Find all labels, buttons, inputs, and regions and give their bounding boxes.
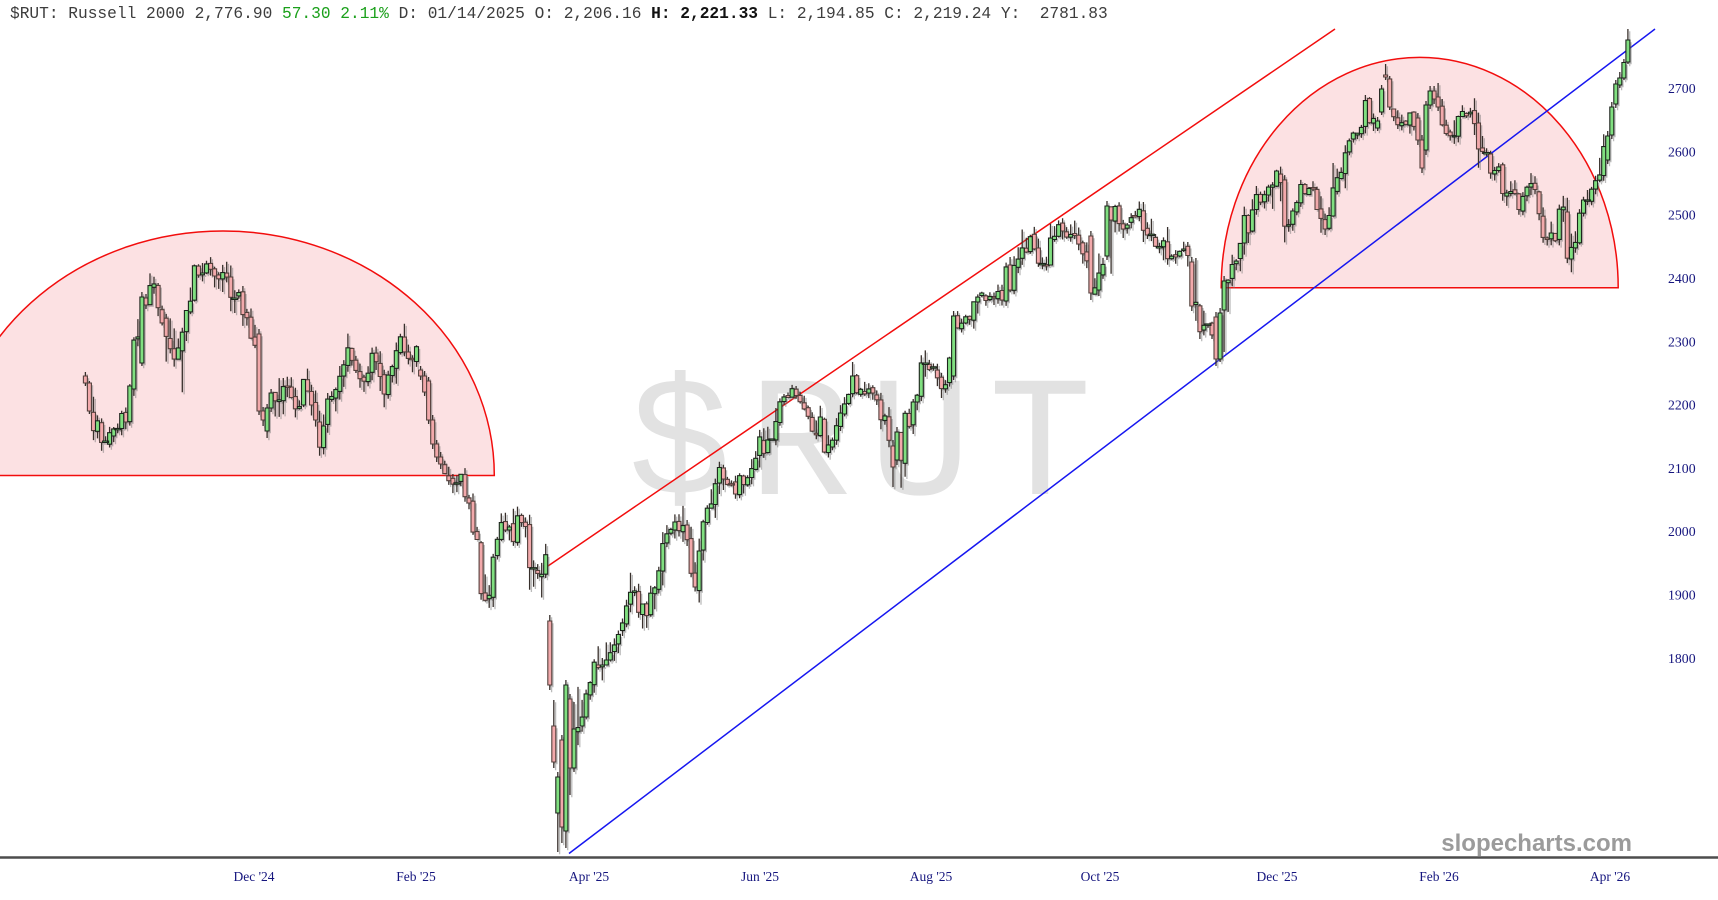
svg-text:Dec '25: Dec '25 xyxy=(1256,869,1297,884)
svg-text:Jun '25: Jun '25 xyxy=(741,869,779,884)
svg-text:Feb '26: Feb '26 xyxy=(1419,869,1459,884)
svg-text:2700: 2700 xyxy=(1668,81,1696,96)
svg-text:1800: 1800 xyxy=(1668,651,1696,666)
svg-text:1900: 1900 xyxy=(1668,588,1696,603)
svg-text:$RUT: $RUT xyxy=(628,351,1109,546)
svg-text:Apr '26: Apr '26 xyxy=(1590,869,1631,884)
svg-text:Oct '25: Oct '25 xyxy=(1081,869,1120,884)
svg-text:Aug '25: Aug '25 xyxy=(910,869,953,884)
svg-text:Feb '25: Feb '25 xyxy=(396,869,436,884)
svg-text:Dec '24: Dec '24 xyxy=(233,869,274,884)
svg-text:2300: 2300 xyxy=(1668,334,1696,349)
svg-text:slopecharts.com: slopecharts.com xyxy=(1441,830,1632,857)
svg-text:2500: 2500 xyxy=(1668,208,1696,223)
svg-text:2100: 2100 xyxy=(1668,461,1696,476)
svg-text:Apr '25: Apr '25 xyxy=(569,869,610,884)
svg-text:2000: 2000 xyxy=(1668,524,1696,539)
svg-text:2400: 2400 xyxy=(1668,271,1696,286)
svg-text:2200: 2200 xyxy=(1668,398,1696,413)
svg-text:2600: 2600 xyxy=(1668,144,1696,159)
